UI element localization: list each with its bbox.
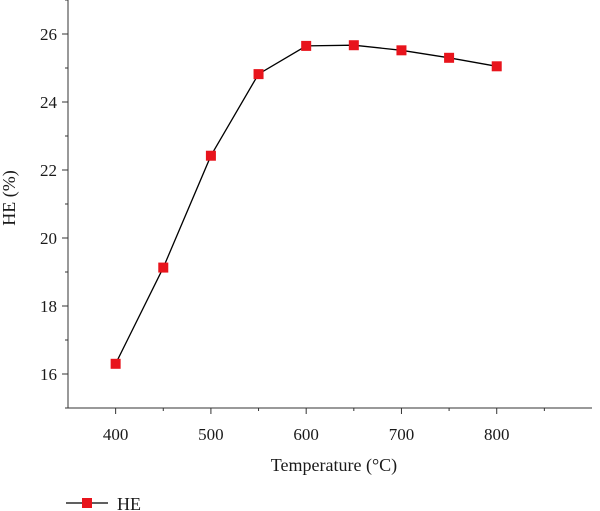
legend-label: HE (117, 494, 141, 511)
x-tick-label: 800 (484, 425, 510, 444)
y-tick-label: 26 (40, 25, 57, 44)
y-tick-label: 22 (40, 161, 57, 180)
data-point (396, 45, 407, 56)
y-axis-title: HE (%) (0, 170, 20, 225)
y-tick-label: 16 (40, 365, 57, 384)
x-tick-label: 500 (198, 425, 224, 444)
data-point (205, 150, 216, 161)
x-tick-label: 700 (389, 425, 415, 444)
series-line (115, 44, 497, 365)
x-tick-label: 600 (293, 425, 319, 444)
legend-marker (82, 498, 92, 508)
legend: HE (66, 494, 141, 511)
data-point (301, 40, 312, 51)
data-point (491, 61, 502, 72)
data-point (348, 40, 359, 51)
x-axis-title: Temperature (°C) (271, 455, 397, 476)
ticks: 16 18 20 22 24 26 400 500 600 700 800 (40, 0, 545, 444)
plot-area (110, 40, 502, 369)
y-tick-label: 18 (40, 297, 57, 316)
data-point (158, 262, 169, 273)
y-tick-label: 20 (40, 229, 57, 248)
data-point (444, 52, 455, 63)
x-tick-label: 400 (103, 425, 129, 444)
data-point (253, 69, 264, 80)
axes (67, 0, 592, 409)
y-tick-label: 24 (40, 93, 58, 112)
data-point (110, 358, 121, 369)
